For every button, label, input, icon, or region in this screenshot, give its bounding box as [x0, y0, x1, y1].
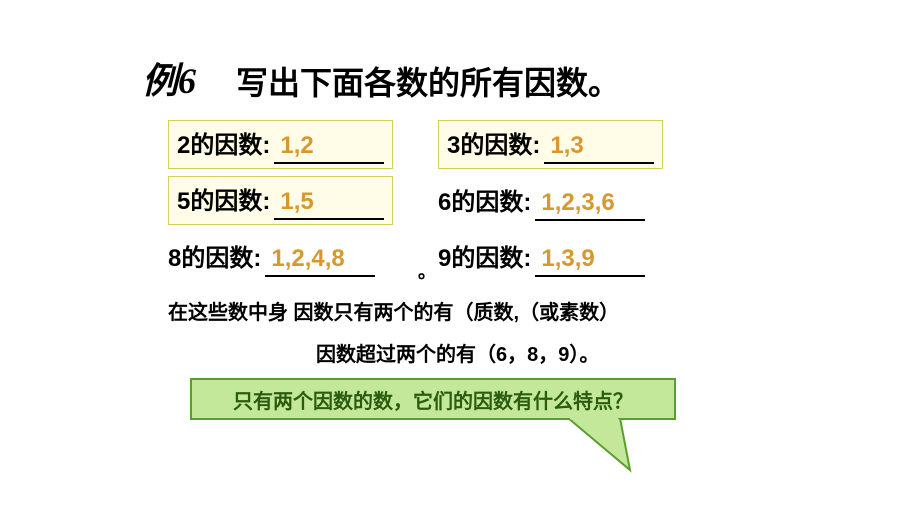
factor-label-8: 8的因数:	[168, 238, 261, 273]
factor-row-3: 3的因数: 1,3	[438, 120, 663, 169]
factor-row-9: 9的因数: 1,3,9	[438, 238, 645, 277]
explanation-line-1: 在这些数中身 因数只有两个的有（质数,（或素数）	[168, 296, 619, 325]
factor-value-5: 1,5	[274, 188, 384, 220]
factor-value-6: 1,2,3,6	[535, 189, 645, 221]
factor-box-5: 5的因数: 1,5	[168, 176, 393, 225]
factor-box-3: 3的因数: 1,3	[438, 120, 663, 169]
factor-label-9: 9的因数:	[438, 238, 531, 273]
period-dot: 。	[418, 258, 436, 284]
factor-label-2: 2的因数:	[177, 125, 270, 160]
factor-label-5: 5的因数:	[177, 181, 270, 216]
factor-value-3: 1,3	[544, 132, 654, 164]
example-label: 例6	[142, 52, 196, 104]
factor-value-9: 1,3,9	[535, 245, 645, 277]
factor-label-3: 3的因数:	[447, 125, 540, 160]
factor-box-2: 2的因数: 1,2	[168, 120, 393, 169]
callout-text: 只有两个因数的数，它们的因数有什么特点？	[233, 385, 633, 414]
factor-value-8: 1,2,4,8	[265, 245, 375, 277]
explanation-line-2: 因数超过两个的有（6，8，9）。	[316, 338, 599, 367]
question-callout: 只有两个因数的数，它们的因数有什么特点？	[190, 378, 676, 420]
page-title: 写出下面各数的所有因数。	[236, 58, 620, 104]
factor-row-8: 8的因数: 1,2,4,8	[168, 238, 375, 277]
factor-row-6: 6的因数: 1,2,3,6	[438, 182, 645, 221]
factor-row-5: 5的因数: 1,5	[168, 176, 393, 225]
factor-label-6: 6的因数:	[438, 182, 531, 217]
factor-row-2: 2的因数: 1,2	[168, 120, 393, 169]
factor-value-2: 1,2	[274, 132, 384, 164]
